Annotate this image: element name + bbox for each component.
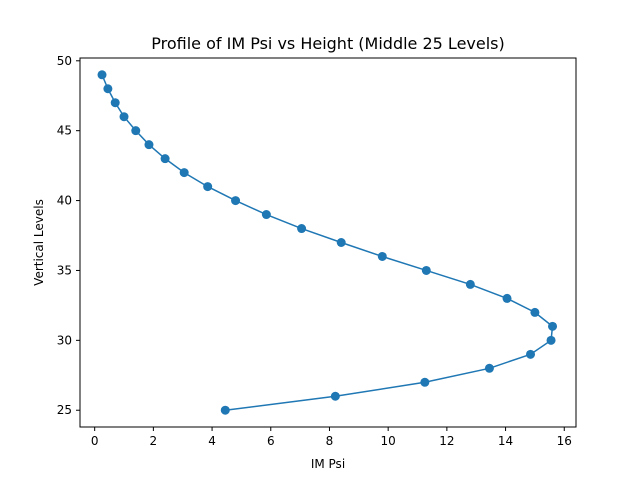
data-point bbox=[465, 279, 475, 289]
data-point bbox=[330, 391, 340, 401]
data-point bbox=[179, 168, 189, 178]
data-point bbox=[103, 84, 113, 94]
y-tick-label: 50 bbox=[57, 54, 72, 68]
data-point bbox=[502, 293, 512, 303]
x-tick-label: 8 bbox=[326, 434, 334, 448]
y-tick-label: 40 bbox=[57, 194, 72, 208]
x-tick-label: 12 bbox=[439, 434, 454, 448]
y-tick-label: 35 bbox=[57, 263, 72, 277]
y-tick-label: 25 bbox=[57, 403, 72, 417]
plot-area bbox=[97, 70, 558, 415]
y-axis-label: Vertical Levels bbox=[32, 199, 46, 286]
data-point bbox=[144, 140, 154, 150]
data-point bbox=[484, 363, 494, 373]
y-tick-label: 30 bbox=[57, 333, 72, 347]
data-point bbox=[119, 112, 129, 122]
data-point bbox=[420, 377, 430, 387]
data-point bbox=[131, 126, 141, 136]
data-point bbox=[546, 335, 556, 345]
y-axis-ticks: 25 30 35 40 45 50 bbox=[57, 54, 80, 417]
x-axis-label: IM Psi bbox=[311, 457, 345, 471]
x-tick-label: 4 bbox=[208, 434, 216, 448]
x-tick-label: 6 bbox=[267, 434, 275, 448]
data-point bbox=[336, 238, 346, 247]
data-point bbox=[261, 210, 271, 220]
x-tick-label: 0 bbox=[91, 434, 99, 448]
data-point bbox=[110, 98, 120, 108]
data-point bbox=[526, 349, 536, 359]
x-tick-label: 10 bbox=[381, 434, 396, 448]
data-point bbox=[297, 224, 307, 234]
x-axis-ticks: 0 2 4 6 8 10 12 14 16 bbox=[91, 427, 572, 448]
x-tick-label: 2 bbox=[150, 434, 158, 448]
x-tick-label: 16 bbox=[557, 434, 572, 448]
data-point bbox=[530, 307, 540, 317]
data-point bbox=[377, 251, 387, 261]
y-tick-label: 45 bbox=[57, 124, 72, 138]
data-point bbox=[160, 154, 170, 164]
x-tick-label: 14 bbox=[498, 434, 513, 448]
data-point bbox=[421, 265, 431, 275]
data-point bbox=[97, 70, 107, 80]
data-point bbox=[220, 405, 230, 415]
chart-title: Profile of IM Psi vs Height (Middle 25 L… bbox=[151, 34, 505, 53]
data-point bbox=[203, 182, 213, 192]
axes-frame bbox=[79, 57, 577, 428]
data-point bbox=[231, 196, 241, 206]
data-point bbox=[548, 321, 558, 331]
